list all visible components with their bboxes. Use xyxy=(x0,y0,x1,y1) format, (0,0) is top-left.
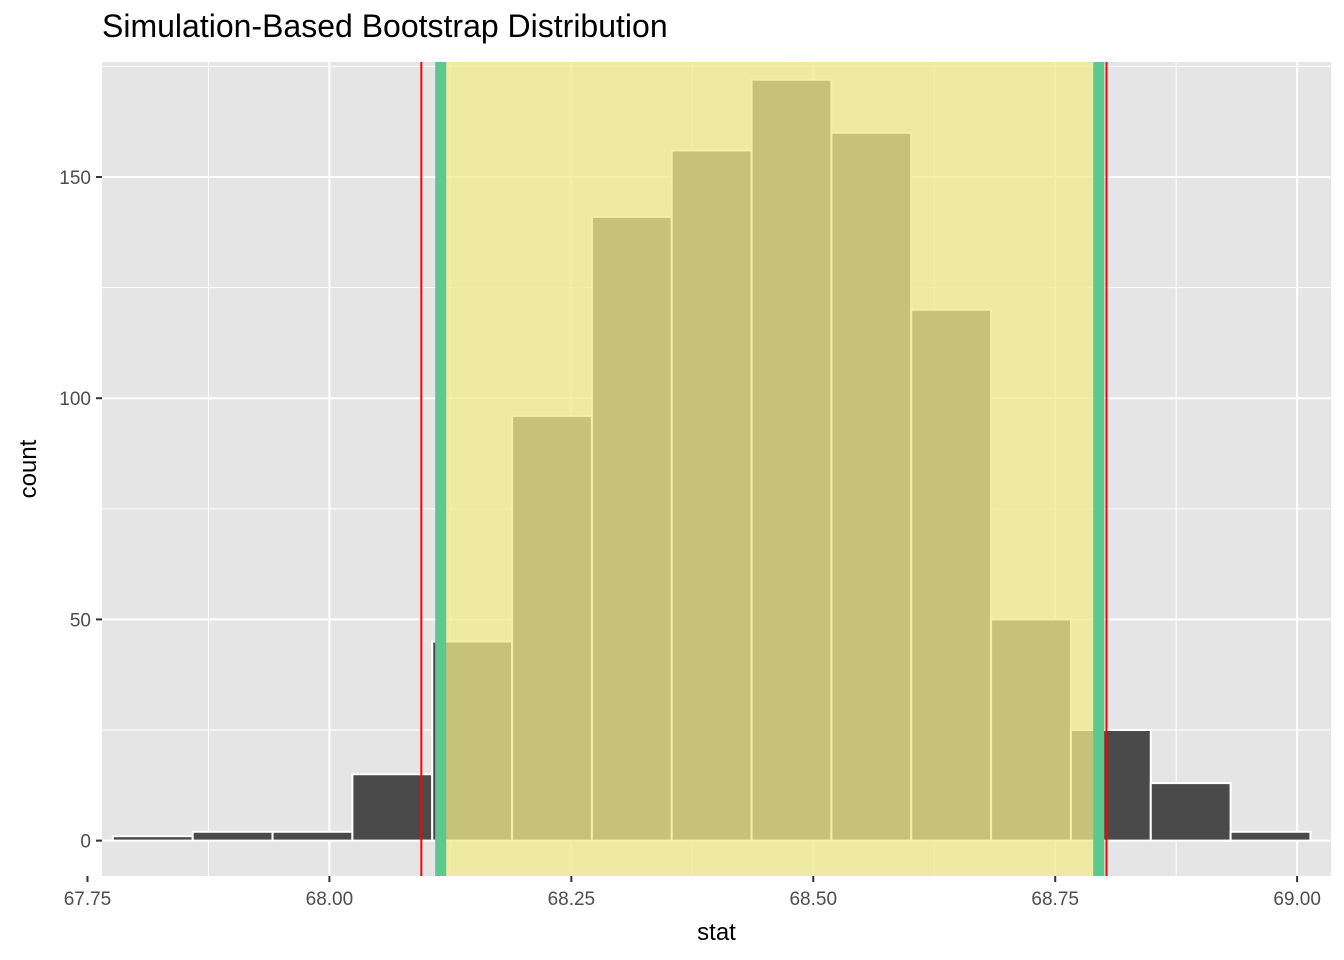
x-tick-label: 68.00 xyxy=(306,889,354,910)
y-tick-label: 150 xyxy=(59,168,91,189)
histogram-bar xyxy=(1229,830,1312,842)
x-tick-label: 68.50 xyxy=(789,889,837,910)
confidence-interval-shade xyxy=(440,62,1099,876)
histogram-bar xyxy=(1149,782,1232,842)
chart-title: Simulation-Based Bootstrap Distribution xyxy=(102,8,668,44)
histogram-bar xyxy=(111,835,194,842)
x-axis-title: stat xyxy=(697,919,736,946)
y-axis-title: count xyxy=(15,439,42,498)
histogram-bar xyxy=(351,773,434,842)
histogram-bar xyxy=(271,830,354,842)
y-tick-label: 0 xyxy=(80,832,91,853)
y-tick-label: 100 xyxy=(59,389,91,410)
x-tick-label: 68.25 xyxy=(548,889,596,910)
y-axis: 0 50 100 150 xyxy=(59,168,102,853)
y-tick-label: 50 xyxy=(70,610,91,631)
x-axis: 67.75 68.00 68.25 68.50 68.75 69.00 xyxy=(64,876,1321,910)
x-tick-label: 68.75 xyxy=(1031,889,1079,910)
x-tick-label: 69.00 xyxy=(1273,889,1321,910)
histogram-bar xyxy=(191,830,274,842)
interval-lines xyxy=(420,62,1108,876)
x-tick-label: 67.75 xyxy=(64,889,112,910)
